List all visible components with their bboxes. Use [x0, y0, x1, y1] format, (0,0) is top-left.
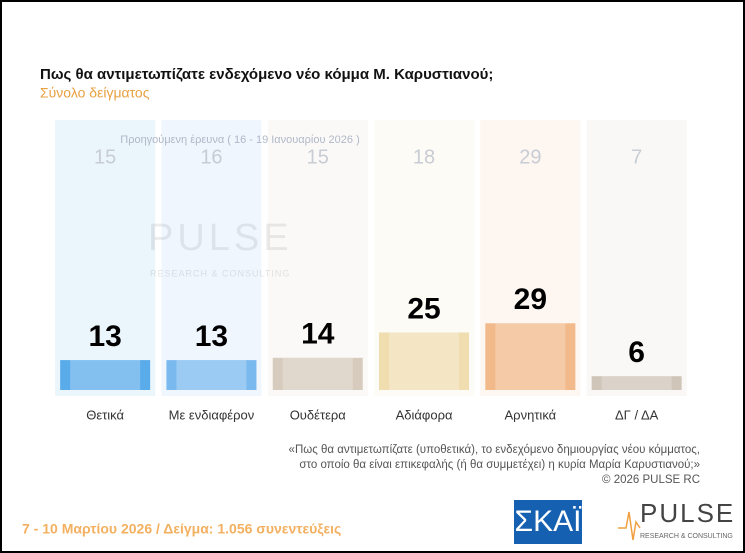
- bar-shine: [282, 357, 353, 390]
- column-bg: [161, 120, 262, 396]
- column-bg: [55, 120, 156, 396]
- previous-value: 16: [200, 146, 222, 168]
- pulse-icon: [618, 511, 641, 541]
- bar: [379, 332, 470, 390]
- value-label: 6: [628, 336, 645, 369]
- watermark: PULSE: [148, 217, 293, 259]
- value-label: 13: [88, 320, 121, 353]
- x-tick-label: Αρνητικά: [505, 407, 557, 422]
- x-tick-label: Με ενδιαφέρον: [169, 407, 255, 422]
- value-label: 14: [301, 318, 335, 351]
- previous-value: 29: [519, 146, 541, 168]
- previous-value: 7: [631, 146, 642, 168]
- footer: 7 - 10 Μαρτίου 2026 / Δείγμα: 1.056 συνε…: [22, 521, 341, 537]
- value-label: 13: [195, 320, 228, 353]
- chart-subtitle: Σύνολο δείγματος: [40, 85, 150, 101]
- x-tick-label: Θετικά: [86, 407, 124, 422]
- bar-shine: [389, 332, 460, 390]
- column-bg: [267, 120, 368, 396]
- columns: [55, 120, 687, 396]
- column-bg: [586, 120, 687, 396]
- note: στο οποίο θα είναι επικεφαλής (ή θα συμμ…: [299, 459, 700, 471]
- previous-value: 18: [413, 146, 435, 168]
- skai-logo: [514, 500, 582, 544]
- value-label: 25: [407, 292, 440, 325]
- watermark-sub: RESEARCH & CONSULTING: [150, 268, 290, 278]
- previous-value: 15: [94, 146, 116, 168]
- note: «Πως θα αντιμετωπίζατε (υποθετικά), το ε…: [289, 444, 700, 456]
- bar-shine: [70, 360, 141, 390]
- bar: [272, 357, 363, 390]
- bar: [60, 360, 151, 390]
- bar-shine: [601, 376, 672, 390]
- previous-value: 15: [307, 146, 329, 168]
- value-label: 29: [514, 283, 547, 316]
- bar: [166, 360, 257, 390]
- x-tick-label: ΔΓ / ΔΑ: [615, 407, 659, 422]
- bar-shine: [495, 323, 566, 390]
- bar: [591, 376, 682, 390]
- bar: [485, 323, 576, 390]
- pulse-logo-sub: RESEARCH & CONSULTING: [640, 533, 733, 540]
- note: © 2026 PULSE RC: [602, 474, 700, 486]
- x-tick-label: Αδιάφορα: [396, 407, 453, 422]
- pulse-logo: PULSE: [640, 498, 735, 528]
- previous-label: Προηγούμενη έρευνα ( 16 - 19 Ιανουαρίου …: [120, 134, 360, 146]
- skai-logo-text: ΣΚΑΪ: [515, 505, 583, 538]
- x-tick-label: Ουδέτερα: [290, 407, 347, 422]
- chart-title: Πως θα αντιμετωπίζατε ενδεχόμενο νέο κόμ…: [40, 66, 493, 83]
- bar-shine: [176, 360, 247, 390]
